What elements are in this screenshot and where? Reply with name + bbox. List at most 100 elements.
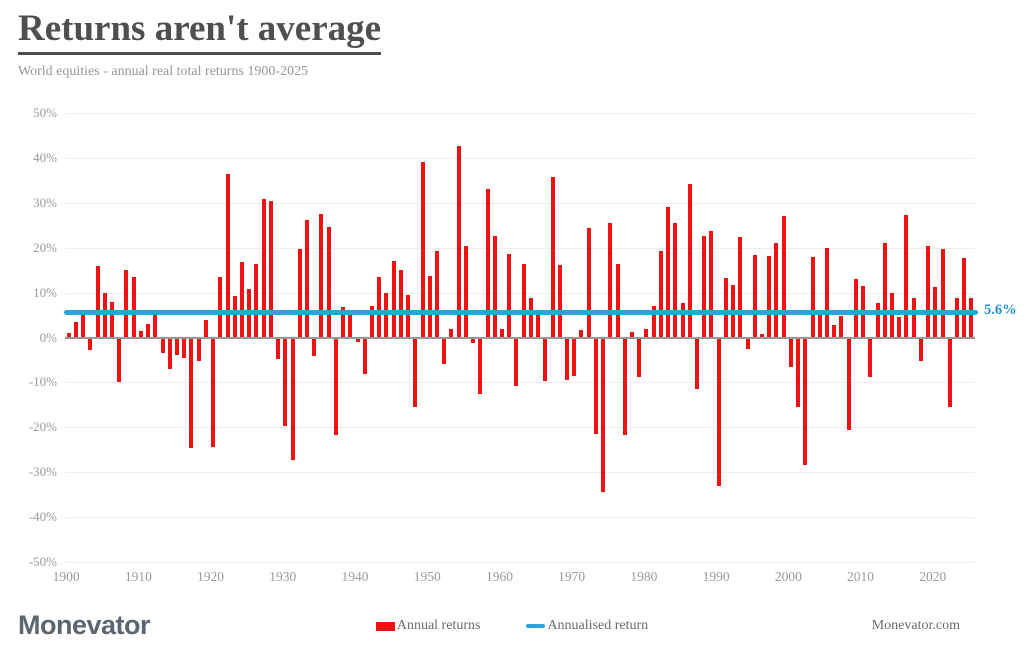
bar-1971[interactable] [579, 330, 584, 338]
bar-1920[interactable] [211, 337, 216, 447]
bar-2023[interactable] [954, 298, 959, 338]
bar-1908[interactable] [124, 270, 129, 338]
bar-2022[interactable] [947, 337, 952, 408]
bar-1936[interactable] [326, 226, 331, 338]
bar-1953[interactable] [449, 329, 454, 338]
bar-2002[interactable] [803, 337, 808, 465]
bar-1961[interactable] [507, 253, 512, 338]
bar-1990[interactable] [716, 337, 721, 486]
bar-1912[interactable] [153, 315, 158, 338]
bar-2001[interactable] [796, 337, 801, 408]
bar-1941[interactable] [362, 337, 367, 374]
bar-1930[interactable] [283, 337, 288, 426]
bar-2008[interactable] [846, 337, 851, 430]
bar-1927[interactable] [261, 199, 266, 338]
bar-1913[interactable] [160, 337, 165, 354]
bar-1932[interactable] [297, 249, 302, 338]
bar-2003[interactable] [810, 256, 815, 338]
bar-1982[interactable] [658, 250, 663, 338]
bar-1950[interactable] [427, 275, 432, 338]
bar-1937[interactable] [333, 337, 338, 436]
bar-1948[interactable] [413, 337, 418, 408]
bar-1985[interactable] [680, 302, 685, 338]
bar-1976[interactable] [615, 263, 620, 338]
bar-1994[interactable] [745, 337, 750, 349]
bar-1968[interactable] [557, 265, 562, 338]
bar-1947[interactable] [406, 295, 411, 338]
bar-1942[interactable] [369, 305, 374, 338]
bar-1991[interactable] [723, 277, 728, 338]
bar-2016[interactable] [904, 214, 909, 338]
bar-2004[interactable] [817, 315, 822, 338]
bar-1959[interactable] [492, 236, 497, 338]
bar-2011[interactable] [868, 337, 873, 377]
bar-1929[interactable] [276, 337, 281, 359]
bar-1983[interactable] [666, 206, 671, 338]
bar-1951[interactable] [434, 250, 439, 338]
bar-2014[interactable] [889, 293, 894, 338]
bar-1938[interactable] [341, 306, 346, 338]
bar-1979[interactable] [637, 337, 642, 378]
bar-2012[interactable] [875, 303, 880, 338]
bar-1978[interactable] [629, 331, 634, 338]
bar-1931[interactable] [290, 337, 295, 461]
bar-2021[interactable] [940, 249, 945, 338]
bar-1926[interactable] [254, 263, 259, 338]
bar-1933[interactable] [304, 219, 309, 338]
bar-1915[interactable] [174, 337, 179, 356]
bar-2018[interactable] [918, 337, 923, 362]
bar-1980[interactable] [644, 329, 649, 338]
bar-1918[interactable] [196, 337, 201, 361]
bar-1909[interactable] [131, 276, 136, 338]
bar-1923[interactable] [232, 296, 237, 338]
bar-2005[interactable] [824, 248, 829, 338]
bar-1900[interactable] [66, 333, 71, 338]
bar-2025[interactable] [969, 297, 974, 338]
bar-1954[interactable] [456, 146, 461, 338]
bar-1916[interactable] [182, 337, 187, 358]
bar-1914[interactable] [167, 337, 172, 369]
bar-1981[interactable] [651, 306, 656, 338]
bar-1977[interactable] [622, 337, 627, 436]
bar-1987[interactable] [694, 337, 699, 389]
bar-1974[interactable] [601, 337, 606, 492]
bar-1996[interactable] [759, 333, 764, 338]
bar-1970[interactable] [572, 337, 577, 377]
bar-1972[interactable] [586, 228, 591, 338]
bar-2006[interactable] [832, 324, 837, 338]
bar-1995[interactable] [752, 254, 757, 338]
bar-1997[interactable] [767, 256, 772, 338]
bar-1956[interactable] [471, 337, 476, 344]
bar-1949[interactable] [420, 162, 425, 338]
bar-1993[interactable] [738, 237, 743, 338]
bar-1957[interactable] [478, 337, 483, 394]
bar-1962[interactable] [514, 337, 519, 387]
bar-2007[interactable] [839, 316, 844, 338]
bar-1907[interactable] [117, 337, 122, 383]
bar-1940[interactable] [355, 337, 360, 343]
bar-1945[interactable] [391, 261, 396, 338]
bar-1973[interactable] [593, 337, 598, 434]
bar-1998[interactable] [774, 243, 779, 338]
bar-1910[interactable] [138, 330, 143, 338]
bar-2017[interactable] [911, 298, 916, 338]
bar-1963[interactable] [521, 263, 526, 338]
bar-1904[interactable] [95, 265, 100, 338]
bar-1958[interactable] [485, 189, 490, 338]
bar-1906[interactable] [109, 301, 114, 338]
bar-1986[interactable] [687, 183, 692, 338]
bar-2009[interactable] [853, 278, 858, 338]
bar-1964[interactable] [528, 298, 533, 338]
bar-1919[interactable] [203, 319, 208, 338]
bar-2015[interactable] [897, 316, 902, 338]
bar-1952[interactable] [442, 337, 447, 365]
bar-1965[interactable] [536, 315, 541, 338]
bar-1905[interactable] [102, 292, 107, 338]
bar-1928[interactable] [268, 201, 273, 338]
bar-1975[interactable] [608, 223, 613, 338]
bar-1984[interactable] [673, 223, 678, 338]
bar-1902[interactable] [81, 315, 86, 338]
bar-1934[interactable] [312, 337, 317, 356]
bar-2013[interactable] [882, 243, 887, 338]
bar-1946[interactable] [398, 270, 403, 338]
